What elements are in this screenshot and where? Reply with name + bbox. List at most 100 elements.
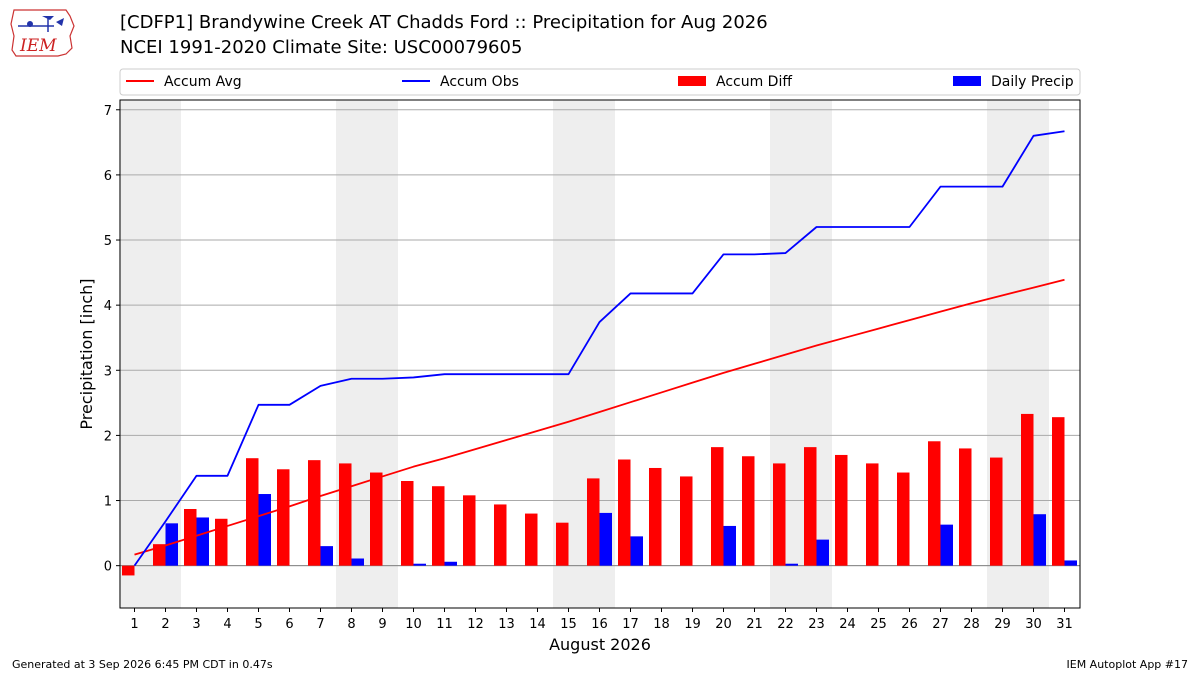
y-tick-label: 7 — [104, 104, 112, 119]
accum-diff-bar — [587, 478, 600, 566]
x-tick-label: 11 — [436, 617, 453, 632]
accum-diff-bar — [277, 469, 290, 566]
x-tick-label: 27 — [932, 617, 949, 632]
legend-accum-avg-label: Accum Avg — [164, 74, 242, 90]
accum-obs-line — [133, 130, 1065, 567]
legend-box — [119, 68, 1081, 96]
legend-accum-diff-swatch — [678, 76, 706, 86]
iem-logo: IEM — [8, 6, 82, 60]
daily-precip-bar — [444, 561, 457, 566]
daily-precip-bar — [351, 558, 364, 566]
accum-diff-bar — [246, 458, 259, 566]
accum-diff-bar — [494, 504, 507, 566]
legend-daily-precip-label: Daily Precip — [991, 74, 1074, 90]
accum-diff-bar — [401, 481, 414, 566]
daily-precip-bar — [599, 512, 612, 566]
y-tick-label: 0 — [104, 560, 112, 575]
x-tick-label: 3 — [192, 617, 200, 632]
x-tick-label: 31 — [1056, 617, 1073, 632]
x-tick-label: 7 — [316, 617, 324, 632]
accum-diff-bar — [680, 476, 693, 566]
accum-diff-bar — [928, 441, 941, 566]
x-tick-label: 29 — [994, 617, 1011, 632]
accum-diff-bar — [432, 486, 445, 566]
accum-diff-bar — [1021, 413, 1034, 566]
app-label: IEM Autoplot App #17 — [1066, 658, 1189, 671]
x-tick-label: 22 — [777, 617, 794, 632]
x-tick-label: 21 — [746, 617, 763, 632]
accum-diff-bar — [773, 463, 786, 566]
accum-diff-bar — [339, 463, 352, 566]
generated-timestamp: Generated at 3 Sep 2026 6:45 PM CDT in 0… — [12, 658, 273, 671]
x-tick-label: 5 — [254, 617, 262, 632]
y-tick-label: 1 — [104, 495, 112, 510]
y-tick-label: 2 — [104, 429, 112, 444]
y-tick-label: 4 — [104, 299, 112, 314]
x-tick-label: 10 — [405, 617, 422, 632]
accum-diff-bar — [556, 522, 569, 566]
legend-accum-obs-label: Accum Obs — [440, 74, 519, 90]
x-tick-label: 14 — [529, 617, 546, 632]
x-tick-label: 1 — [130, 617, 138, 632]
x-tick-label: 19 — [684, 617, 701, 632]
x-tick-label: 2 — [161, 617, 169, 632]
line-series — [133, 130, 1065, 567]
y-axis-label: Precipitation [inch] — [77, 278, 96, 429]
daily-precip-bar — [940, 524, 953, 566]
x-tick-label: 17 — [622, 617, 639, 632]
accum-diff-bar — [804, 447, 817, 566]
x-tick-label: 4 — [223, 617, 231, 632]
accum-diff-bar — [525, 513, 538, 566]
accum-avg-line — [134, 278, 1065, 556]
daily-precip-bar — [196, 517, 209, 566]
daily-precip-bar — [320, 546, 333, 566]
x-tick-label: 15 — [560, 617, 577, 632]
legend: Accum Avg Accum Obs Accum Diff Daily Precip — [119, 68, 1081, 96]
accum-diff-bar — [618, 459, 631, 566]
x-tick-label: 12 — [467, 617, 484, 632]
daily-precip-bar — [1064, 560, 1077, 566]
chart-subtitle: NCEI 1991-2020 Climate Site: USC00079605 — [120, 37, 523, 58]
x-tick-label: 6 — [285, 617, 293, 632]
x-tick-label: 24 — [839, 617, 856, 632]
x-tick-label: 16 — [591, 617, 608, 632]
daily-precip-bar — [785, 563, 798, 566]
accum-diff-bar — [308, 460, 321, 566]
accum-diff-bar — [649, 467, 662, 566]
logo-text: IEM — [19, 36, 57, 56]
y-tick-label: 5 — [104, 234, 112, 249]
accum-diff-bar — [866, 463, 879, 566]
accum-diff-bar — [897, 472, 910, 566]
x-tick-label: 30 — [1025, 617, 1042, 632]
x-tick-label: 18 — [653, 617, 670, 632]
y-tick-label: 6 — [104, 169, 112, 184]
accum-diff-bar — [990, 457, 1003, 566]
daily-precip-bar — [630, 536, 643, 566]
legend-daily-precip-swatch — [953, 76, 981, 86]
x-tick-label: 28 — [963, 617, 980, 632]
accum-diff-bar — [463, 495, 476, 566]
y-tick-label: 3 — [104, 364, 112, 379]
x-tick-label: 8 — [347, 617, 355, 632]
x-tick-label: 9 — [378, 617, 386, 632]
daily-precip-bar — [413, 563, 426, 566]
x-tick-label: 13 — [498, 617, 515, 632]
x-tick-label: 26 — [901, 617, 918, 632]
accum-diff-bar — [122, 565, 135, 576]
daily-precip-bar — [816, 539, 829, 566]
accum-diff-bar — [711, 447, 724, 566]
accum-diff-bar — [835, 454, 848, 566]
x-tick-label: 23 — [808, 617, 825, 632]
accum-diff-bar — [742, 456, 755, 566]
chart-title: [CDFP1] Brandywine Creek AT Chadds Ford … — [120, 12, 768, 33]
daily-precip-bar — [165, 523, 178, 566]
x-tick-label: 25 — [870, 617, 887, 632]
legend-accum-diff-label: Accum Diff — [716, 74, 792, 90]
accum-diff-bar — [959, 448, 972, 566]
bar-series — [122, 413, 1077, 576]
accum-diff-bar — [215, 518, 228, 566]
daily-precip-bar — [258, 494, 271, 566]
accum-diff-bar — [370, 472, 383, 566]
